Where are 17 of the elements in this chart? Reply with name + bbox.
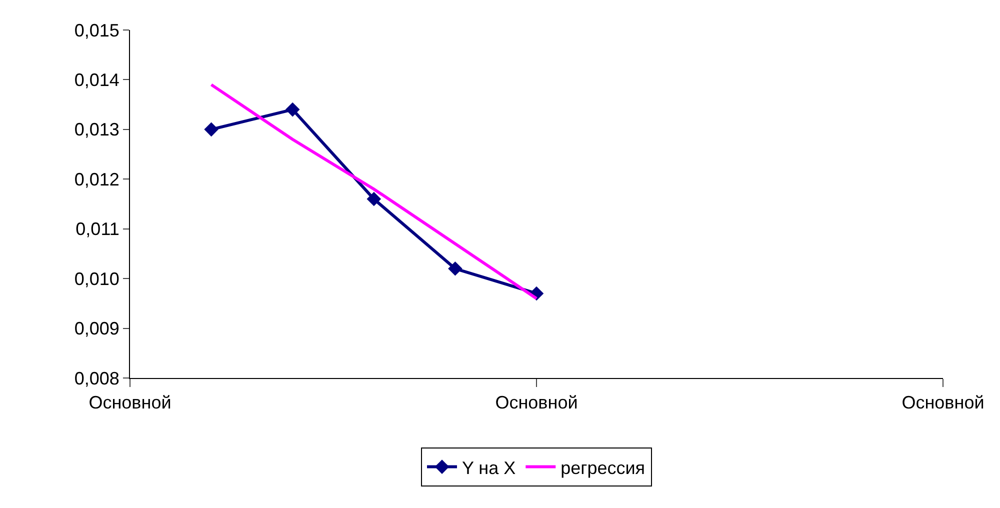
- x-tick-label: Основной: [902, 392, 984, 413]
- y-tick-label: 0,010: [74, 268, 120, 289]
- point: [204, 122, 218, 137]
- y-tick-label: 0,009: [74, 318, 120, 339]
- point: [448, 261, 462, 276]
- point: [366, 192, 382, 206]
- y-tick-label: 0,014: [74, 70, 120, 90]
- legend-label: Y на X: [462, 458, 516, 478]
- y-tick-label: 0,012: [74, 169, 120, 190]
- y-tick-label: 0,013: [74, 120, 120, 140]
- point: [285, 102, 300, 117]
- x-tick-label: Основной: [495, 392, 578, 413]
- y-tick-label: 0,015: [74, 20, 120, 40]
- legend-label: регрессия: [560, 458, 646, 478]
- x-tick-label: Основной: [88, 392, 172, 413]
- y-tick-label: 0,011: [76, 219, 120, 240]
- y-tick-label: 0,008: [74, 368, 120, 388]
